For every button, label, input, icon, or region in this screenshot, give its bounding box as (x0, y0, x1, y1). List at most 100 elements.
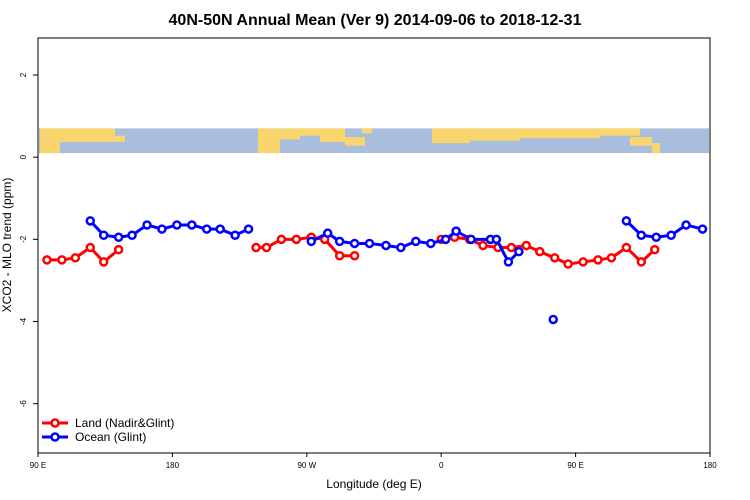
data-point (621, 242, 632, 253)
y-tick-label: -6 (19, 400, 28, 408)
x-axis-label: Longitude (deg E) (326, 477, 421, 491)
legend-label: Ocean (Glint) (75, 430, 146, 444)
data-point (113, 244, 124, 255)
map-land (345, 137, 365, 146)
data-point (381, 240, 391, 251)
series-land (42, 232, 660, 269)
data-point (261, 242, 272, 253)
data-point (349, 251, 360, 261)
x-tick-label: 0 (439, 461, 444, 470)
map-land (300, 128, 320, 136)
chart-title: 40N-50N Annual Mean (Ver 9) 2014-09-06 t… (169, 12, 582, 29)
data-point (98, 230, 109, 240)
data-point (334, 236, 345, 247)
data-point (306, 236, 317, 247)
data-point (606, 253, 617, 263)
data-point (506, 242, 517, 253)
y-tick-label: -4 (19, 317, 28, 325)
data-point (651, 232, 661, 243)
data-point (243, 224, 254, 234)
data-point (251, 242, 261, 253)
plot-frame (37, 37, 711, 454)
map-land (258, 128, 280, 154)
data-point (364, 238, 375, 249)
data-point (425, 238, 436, 249)
series-layer (42, 216, 708, 325)
series-line (440, 235, 656, 266)
data-point (466, 234, 476, 245)
x-tick-label: 90 E (567, 461, 583, 470)
data-point (127, 230, 137, 240)
legend: Land (Nadir&Glint)Ocean (Glint) (42, 416, 174, 444)
data-point (201, 224, 212, 234)
data-point (593, 255, 603, 265)
data-point (70, 253, 81, 263)
data-point (491, 234, 502, 245)
data-point (649, 244, 660, 255)
map-land (115, 135, 125, 142)
map-land (320, 128, 345, 142)
data-point (334, 251, 345, 261)
data-point (230, 230, 240, 240)
data-point (396, 242, 406, 253)
x-axis: 90 E 180 90 W 0 90 E 180 (30, 453, 717, 470)
data-point (681, 220, 691, 230)
data-point (322, 228, 333, 238)
data-point (291, 234, 302, 245)
data-point (503, 257, 514, 267)
data-point (697, 224, 708, 234)
world-map-band (39, 128, 709, 154)
data-point (578, 257, 588, 267)
data-point (157, 224, 167, 234)
data-point (636, 230, 647, 240)
data-point (85, 216, 96, 226)
data-point (521, 240, 532, 251)
legend-label: Land (Nadir&Glint) (75, 416, 174, 430)
legend-marker (50, 418, 60, 428)
map-land (600, 128, 640, 136)
data-point (172, 220, 182, 230)
data-point (142, 220, 152, 230)
data-point (549, 253, 560, 263)
y-tick-label: 2 (19, 72, 28, 77)
map-land (432, 128, 470, 144)
data-point (535, 246, 545, 257)
data-point (85, 242, 96, 253)
map-land (630, 137, 652, 146)
legend-marker (50, 432, 60, 442)
y-tick-label: 0 (19, 154, 28, 159)
y-axis-label: XCO2 - MLO trend (ppm) (0, 178, 14, 313)
data-point (57, 255, 67, 265)
y-axis: 2 0 -2 -4 -6 (19, 72, 38, 407)
x-tick-label: 180 (166, 461, 180, 470)
map-land (652, 143, 660, 154)
data-point (548, 314, 558, 325)
data-point (621, 216, 632, 226)
data-point (349, 238, 360, 249)
x-tick-label: 180 (703, 461, 717, 470)
map-land (520, 128, 600, 139)
data-point (411, 236, 421, 247)
map-land (470, 128, 520, 141)
data-point (187, 220, 197, 230)
data-point (478, 240, 488, 251)
map-land (362, 128, 372, 134)
map-land (40, 128, 115, 142)
map-land (280, 128, 300, 140)
data-point (42, 255, 52, 265)
data-point (113, 232, 124, 243)
series-ocean (85, 216, 708, 325)
data-point (563, 259, 573, 269)
y-tick-label: -2 (19, 235, 28, 243)
data-point (666, 230, 676, 240)
x-tick-label: 90 E (30, 461, 46, 470)
map-land (40, 141, 60, 154)
data-point (451, 226, 461, 236)
data-point (440, 234, 451, 245)
data-point (98, 257, 109, 267)
x-tick-label: 90 W (297, 461, 316, 470)
data-point (215, 224, 225, 234)
data-point (276, 234, 287, 245)
data-point (636, 257, 647, 267)
